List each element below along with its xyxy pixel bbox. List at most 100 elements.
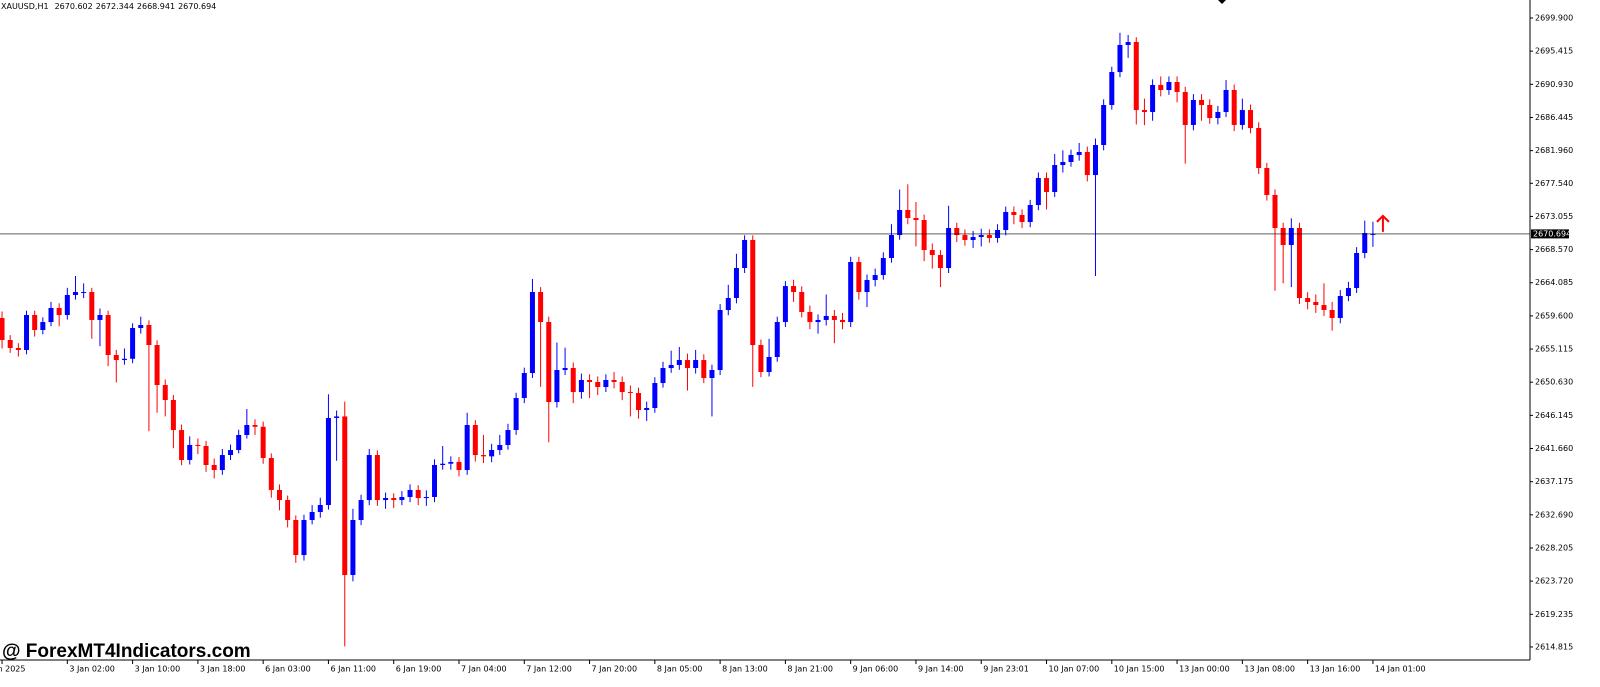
candle-body [293,519,299,556]
candle-body [652,383,658,409]
candle-body [1125,42,1131,45]
candle-body [807,311,813,323]
candle-body [391,498,397,501]
candle-body [0,317,5,340]
x-tick-label: 7 Jan 20:00 [592,665,638,674]
header-close: 2670.694 [178,2,216,11]
candle-body [1337,296,1343,318]
candle-body [791,286,797,293]
candle-body [130,328,136,359]
candle-body [48,307,54,323]
candle-body [1044,178,1050,193]
y-tick-label: 2637.175 [1535,477,1573,486]
x-tick-label: 8 Jan 13:00 [722,665,768,674]
candle-body [840,319,846,323]
candle-body [285,500,291,520]
x-tick-label: 14 Jan 01:00 [1375,665,1426,674]
candle-body [1321,305,1327,310]
candle-body [497,444,503,450]
header-open: 2670.602 [55,2,93,11]
candle-body [880,258,886,276]
y-tick-label: 2628.205 [1535,543,1573,552]
candle-body [219,455,225,471]
x-tick-label: 8 Jan 21:00 [787,665,833,674]
candle-body [1354,252,1360,289]
candle-body [750,239,756,346]
candle-body [1150,84,1156,113]
candle-body [1190,99,1196,125]
candle-body [415,489,421,499]
candle-body [562,368,568,371]
candle-body [619,381,625,393]
candle-body [644,408,650,411]
candle-body [799,292,805,312]
y-tick-label: 2699.900 [1535,13,1573,22]
watermark: @ ForexMT4Indicators.com [2,641,251,662]
candle-body [701,360,707,378]
x-tick-label: 9 Jan 14:00 [918,665,964,674]
candle-body [187,444,193,460]
candle-body [56,307,62,316]
y-tick-label: 2686.445 [1535,113,1573,122]
candle-body [146,324,152,346]
chart-shift-marker [1218,0,1226,4]
candle-body [1248,110,1254,128]
y-tick-label: 2655.115 [1535,345,1573,354]
signal-arrow [1376,214,1390,232]
candle-body [350,519,356,575]
x-tick-label: 6 Jan 19:00 [396,665,442,674]
candle-body [905,209,911,219]
candle-body [1003,211,1009,231]
candle-body [1076,152,1082,155]
candle-body [921,220,927,251]
x-tick-label: 3 Jan 02:00 [69,665,115,674]
candle-body [170,400,176,431]
candle-body [399,497,405,501]
candle-body [374,455,380,501]
x-tick-label: 7 Jan 12:00 [526,665,572,674]
candle-body [1068,154,1074,162]
candle-body [946,228,952,268]
candle-body [1199,99,1205,106]
x-tick-label: 9 Jan 06:00 [853,665,899,674]
x-tick-label: 8 Jan 05:00 [657,665,703,674]
candle-body [1264,167,1270,195]
candle-body [733,267,739,299]
candle-body [1101,105,1107,145]
candle-body [595,381,601,388]
candle-body [521,373,527,399]
candle-body [72,292,78,295]
y-tick-label: 2681.960 [1535,146,1573,155]
candle-body [578,379,584,393]
candle-body [268,457,274,490]
candle-body [334,416,340,418]
candle-body [1011,211,1017,215]
candle-body [815,319,821,323]
x-tick-label: 3 Jan 18:00 [200,665,246,674]
header-low: 2668.941 [137,2,175,11]
candle-body [407,489,413,498]
candle-body [24,315,30,350]
x-tick-label: 6 Jan 11:00 [330,665,376,674]
candle-body [962,235,968,240]
candle-body [211,464,217,471]
candle-body [64,294,70,316]
candle-body [1256,127,1262,168]
candle-body [1329,309,1335,318]
candle-body [693,360,699,369]
candle-body [1060,161,1066,166]
candle-body [717,309,723,371]
candle-body [366,455,372,501]
candle-body [480,455,486,457]
price-label: 2670.694 [1533,229,1571,238]
y-tick-label: 2668.570 [1535,245,1573,254]
candle-body [937,254,943,268]
candle-body [1133,42,1139,111]
candle-body [179,430,185,460]
candle-body [554,370,560,403]
candle-body [668,364,674,369]
candle-body [872,275,878,280]
candle-body [1305,298,1311,303]
